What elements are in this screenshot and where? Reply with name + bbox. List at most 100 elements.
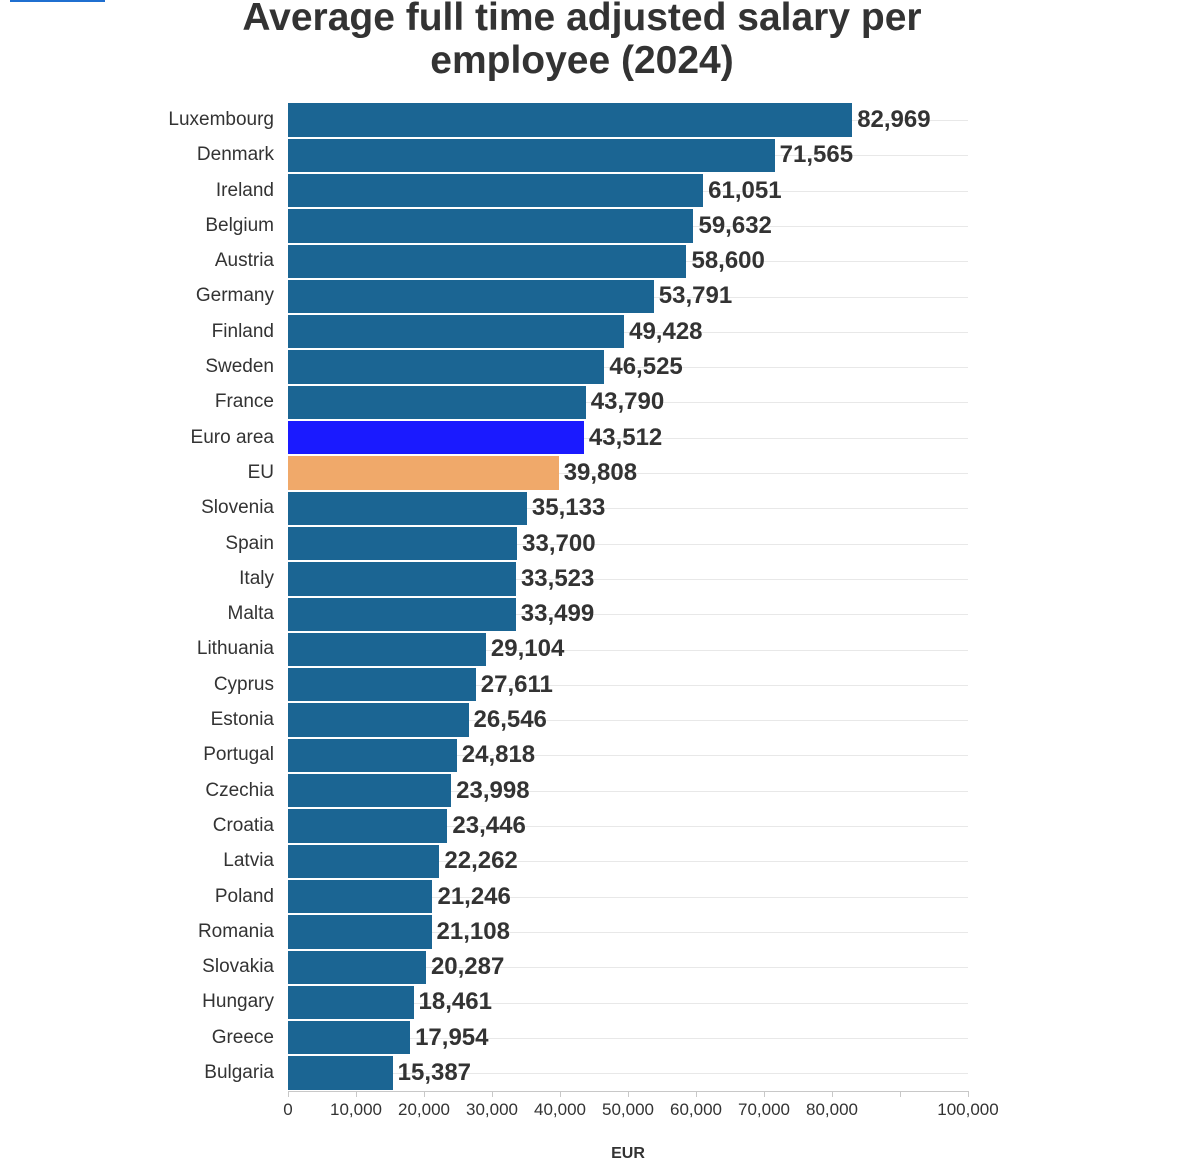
x-tick-mark: [287, 1091, 289, 1097]
category-label: Estonia: [210, 709, 274, 731]
bar: [288, 562, 516, 596]
x-tick-mark: [899, 1091, 901, 1097]
category-label: Slovakia: [202, 956, 274, 978]
category-label: Czechia: [205, 779, 274, 801]
gridline: [288, 473, 968, 474]
bar: [288, 350, 605, 384]
value-label: 22,262: [444, 847, 518, 875]
value-label: 61,051: [708, 176, 782, 204]
x-tick-mark: [355, 1091, 357, 1097]
bar: [288, 915, 432, 949]
value-label: 71,565: [779, 141, 854, 169]
x-tick-mark: [559, 1091, 561, 1097]
bar: [288, 491, 527, 525]
x-tick-label: 40,000: [534, 1100, 586, 1119]
category-label: Portugal: [203, 744, 274, 766]
gridline: [288, 897, 968, 898]
value-label: 21,108: [436, 917, 510, 945]
bar: [288, 385, 586, 420]
value-label: 20,287: [430, 953, 505, 981]
value-label: 46,525: [609, 353, 683, 381]
gridline: [288, 544, 968, 545]
gridline: [288, 367, 968, 368]
bar: [288, 703, 469, 737]
value-label: 15,387: [397, 1059, 472, 1087]
gridline: [288, 508, 968, 509]
bar: [288, 138, 775, 172]
value-label: 39,808: [563, 458, 638, 486]
bar: [288, 1056, 393, 1090]
bar: [288, 456, 559, 490]
x-tick-label: 0: [283, 1100, 293, 1119]
category-label: France: [214, 391, 274, 413]
category-label: Hungary: [202, 991, 274, 1013]
value-label: 21,246: [437, 882, 511, 910]
gridline: [288, 932, 968, 933]
category-label: Luxembourg: [168, 108, 274, 130]
category-label: Croatia: [212, 814, 274, 836]
gridline: [288, 402, 968, 403]
x-tick-mark: [967, 1091, 969, 1097]
value-label: 17,954: [415, 1023, 489, 1051]
category-label: Poland: [214, 885, 274, 907]
x-tick-label: 70,000: [738, 1100, 790, 1119]
x-tick-mark: [423, 1091, 425, 1097]
gridline: [288, 1038, 968, 1039]
x-tick-mark: [831, 1091, 833, 1097]
x-tick-mark: [763, 1091, 765, 1097]
x-tick-label: 50,000: [602, 1100, 654, 1119]
category-label: Cyprus: [213, 673, 274, 695]
gridline: [288, 720, 968, 721]
category-label: Spain: [225, 532, 274, 554]
category-label: Sweden: [205, 356, 274, 378]
gridline: [288, 791, 968, 792]
value-label: 35,133: [531, 494, 606, 522]
x-axis-title: EUR: [611, 1145, 645, 1162]
value-label: 18,461: [418, 988, 492, 1016]
gridline: [288, 438, 968, 439]
gridline: [288, 1073, 968, 1074]
gridline: [288, 755, 968, 756]
category-label: Ireland: [215, 179, 274, 201]
bar: [288, 103, 853, 137]
category-label: Euro area: [190, 426, 274, 448]
x-tick-mark: [491, 1091, 493, 1097]
value-label: 59,632: [698, 211, 772, 239]
value-label: 49,428: [629, 317, 703, 345]
category-label: Denmark: [196, 144, 274, 166]
value-label: 27,611: [480, 670, 553, 698]
chart-title: Average full time adjusted salary per em…: [242, 0, 922, 82]
value-label: 26,546: [473, 706, 547, 734]
x-tick-label: 80,000: [806, 1100, 858, 1119]
gridline: [288, 967, 968, 968]
bar: [288, 774, 452, 808]
bar: [288, 879, 433, 914]
bar: [288, 809, 448, 843]
bar: [288, 597, 516, 631]
gridline: [288, 614, 968, 615]
gridline: [288, 826, 968, 827]
bar: [288, 173, 704, 208]
bar: [288, 244, 687, 278]
x-tick-label: 60,000: [670, 1100, 722, 1119]
value-label: 33,523: [520, 564, 595, 592]
value-label: 29,104: [490, 635, 565, 663]
category-label: Belgium: [205, 214, 274, 236]
value-label: 58,600: [691, 247, 765, 275]
value-label: 23,446: [452, 811, 526, 839]
gridline: [288, 650, 968, 651]
value-label: 43,512: [588, 423, 663, 451]
top-accent-bar: [10, 0, 105, 2]
category-label: Greece: [211, 1026, 274, 1048]
category-label: Germany: [195, 285, 274, 307]
gridline: [288, 685, 968, 686]
category-label: Lithuania: [196, 638, 274, 660]
bar: [288, 1021, 411, 1055]
bar: [288, 632, 486, 667]
x-tick-label: 20,000: [398, 1100, 450, 1119]
bar: [288, 950, 426, 984]
bar: [288, 526, 518, 561]
category-label: Finland: [211, 320, 274, 342]
value-label: 23,998: [456, 776, 530, 804]
